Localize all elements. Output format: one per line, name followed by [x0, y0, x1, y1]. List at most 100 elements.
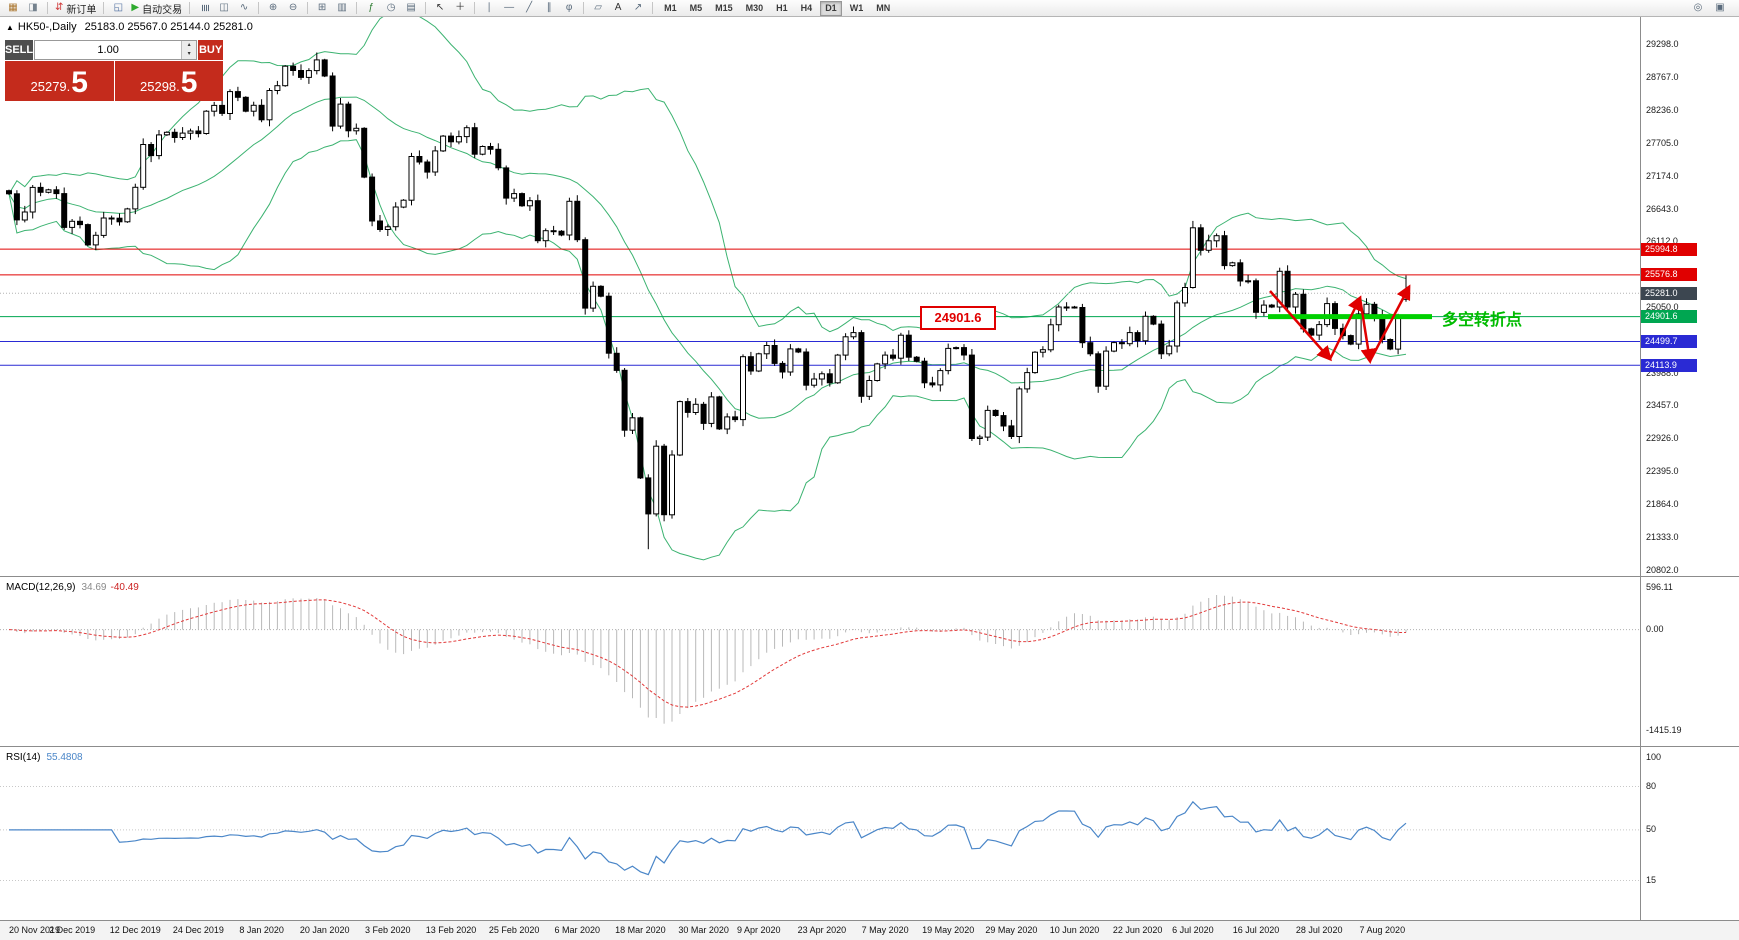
indicators-icon[interactable]: ƒ [362, 1, 380, 15]
horizontal-line-icon[interactable]: — [500, 1, 518, 15]
candlestick-chart-icon[interactable]: ◫ [215, 1, 233, 15]
turning-point-label: 多空转折点 [1442, 312, 1523, 329]
zoom-in-icon: ⊕ [268, 2, 278, 13]
volume-field: ▴ ▾ [34, 40, 198, 60]
rsi-axis-label: 15 [1646, 875, 1657, 885]
timeframe-button-m30[interactable]: M30 [745, 2, 764, 13]
autotrading-button-label: 自动交易 [142, 4, 183, 16]
trend-arrow-3[interactable] [1358, 297, 1376, 364]
buy-price-display[interactable]: 25298. 5 [114, 61, 223, 101]
cascade-windows-icon: ▥ [337, 2, 347, 13]
one-click-collapse-icon[interactable]: ▲ [6, 23, 14, 32]
rsi-name: RSI(14) [6, 752, 41, 763]
timeframe-button-m15[interactable]: M15 [715, 2, 733, 13]
sell-price-main: 25279. [30, 79, 71, 94]
toolbar: ▦ ◨ ⇵ 新订单 ◱ ▶ 自动交易 ≣ ◫ ∿ ⊕ ⊖ ⊞ ▥ ƒ ◷ ▤ ↖ ＋ ∣ — ╱ ∥ φ ▱ A ↗ M1 M5 M15 M… [0, 0, 1739, 17]
timeframe-button-m5[interactable]: M5 [689, 2, 703, 13]
price-tag: 24901.6 [1641, 310, 1697, 324]
fibonacci-icon[interactable]: φ [560, 1, 578, 15]
zoom-out-icon: ⊖ [288, 2, 298, 13]
price-axis-label: 28767.0 [1646, 72, 1679, 83]
trendline-icon[interactable]: ╱ [520, 1, 538, 15]
bar-chart-icon: ≣ [199, 3, 211, 13]
buy-button[interactable]: BUY [198, 40, 223, 60]
tile-windows-icon[interactable]: ⊞ [313, 1, 331, 15]
price-axis-label: 25581.0 [1646, 269, 1679, 280]
price-axis-label: 26112.0 [1646, 236, 1678, 247]
timeframe-button-h1[interactable]: H1 [776, 2, 788, 13]
price-axis-label: 28236.0 [1646, 105, 1679, 116]
price-tag: 25994.8 [1641, 242, 1697, 256]
templates-icon[interactable]: ▤ [402, 1, 420, 15]
cursor-icon[interactable]: ↖ [431, 1, 449, 15]
timeframe-button-m1[interactable]: M1 [664, 2, 677, 13]
timeframe-button-h4[interactable]: H4 [800, 2, 813, 13]
templates-icon: ▤ [406, 2, 416, 13]
toolbar-separator [425, 2, 427, 14]
price-tag: 24499.7 [1641, 334, 1697, 348]
cascade-windows-icon[interactable]: ▥ [333, 1, 351, 15]
arrow-tools-icon: ↗ [633, 2, 643, 13]
timeframe-button-w1[interactable]: W1 [849, 2, 864, 13]
timeframe-button-mn[interactable]: MN [876, 2, 891, 13]
channel-icon: ∥ [546, 2, 552, 13]
macd-axis-label: -1415.19 [1646, 724, 1682, 735]
chart-window-icon[interactable]: ◱ [109, 1, 127, 15]
volume-stepper: ▴ ▾ [181, 41, 197, 59]
bar-chart-icon[interactable]: ≣ [195, 1, 213, 15]
channel-icon[interactable]: ∥ [540, 1, 558, 15]
volume-down-icon[interactable]: ▾ [182, 50, 197, 59]
autotrading-button[interactable]: ▶ 自动交易 [129, 1, 184, 16]
sell-button[interactable]: SELL [5, 40, 34, 60]
periods-icon[interactable]: ◷ [382, 1, 400, 15]
volume-up-icon[interactable]: ▴ [182, 41, 197, 50]
text-label-icon[interactable]: A [609, 1, 627, 15]
toolbar-right-group: ◎ ▣ [1689, 1, 1735, 15]
arrow-tools-icon[interactable]: ↗ [629, 1, 647, 15]
new-chart-icon[interactable]: ▦ [4, 1, 22, 15]
timeframe-button-d1[interactable]: D1 [820, 0, 842, 16]
indicators-icon: ƒ [368, 2, 374, 13]
price-axis-label: 21333.0 [1646, 531, 1679, 542]
zoom-in-icon[interactable]: ⊕ [264, 1, 282, 15]
toolbar-left-group: ▦ ◨ ⇵ 新订单 ◱ ▶ 自动交易 ≣ ◫ ∿ ⊕ ⊖ ⊞ ▥ ƒ ◷ ▤ ↖ ＋ ∣ — ╱ ∥ φ ▱ A ↗ M1 M5 M15 M… [4, 0, 895, 16]
new-order-button-label: 新订单 [66, 4, 97, 16]
chart-title: ▲ HK50-,Daily 25183.0 25567.0 25144.0 2528… [6, 21, 253, 33]
price-axis-label: 27705.0 [1646, 137, 1679, 148]
macd-axis-label: 0.00 [1646, 624, 1664, 635]
line-chart-icon[interactable]: ∿ [235, 1, 253, 15]
search-icon[interactable]: ◎ [1689, 1, 1707, 15]
macd-signal-line [8, 599, 1406, 708]
price-plot [0, 17, 1640, 561]
chart-profiles-icon[interactable]: ◨ [24, 1, 42, 15]
price-axis-label: 22926.0 [1646, 433, 1679, 444]
zoom-out-icon[interactable]: ⊖ [284, 1, 302, 15]
toolbar-separator [189, 2, 191, 14]
toolbar-separator [103, 2, 105, 14]
bollinger-middle-band [8, 96, 1407, 419]
price-axis-label: 22395.0 [1646, 466, 1679, 477]
layout-icon[interactable]: ▣ [1711, 1, 1729, 15]
price-tag: 25576.8 [1641, 268, 1697, 282]
new-order-button[interactable]: ⇵ 新订单 [53, 1, 98, 16]
price-axis-label: 27174.0 [1646, 170, 1679, 181]
trend-arrow-2[interactable] [1328, 295, 1362, 360]
sell-price-display[interactable]: 25279. 5 [5, 61, 114, 101]
shapes-icon[interactable]: ▱ [589, 1, 607, 15]
rsi-plot [0, 786, 1640, 881]
volume-input[interactable] [35, 41, 182, 59]
one-click-trading-panel: SELL ▴ ▾ BUY 25279.5 25298.5 [5, 40, 223, 101]
vertical-line-icon[interactable]: ∣ [480, 1, 498, 15]
price-tag: 25281.0 [1641, 286, 1697, 300]
macd-signal-value: -40.49 [110, 582, 139, 593]
trend-arrow-4[interactable] [1368, 284, 1411, 362]
text-label-icon: A [614, 2, 622, 13]
rsi-line [9, 800, 1407, 876]
macd-main-value: 34.69 [81, 582, 107, 593]
toolbar-separator [258, 2, 260, 14]
trend-arrow-1[interactable] [1269, 290, 1332, 362]
crosshair-icon[interactable]: ＋ [451, 1, 469, 15]
macd-indicator-label: MACD(12,26,9) 34.69 -40.49 [6, 582, 139, 593]
